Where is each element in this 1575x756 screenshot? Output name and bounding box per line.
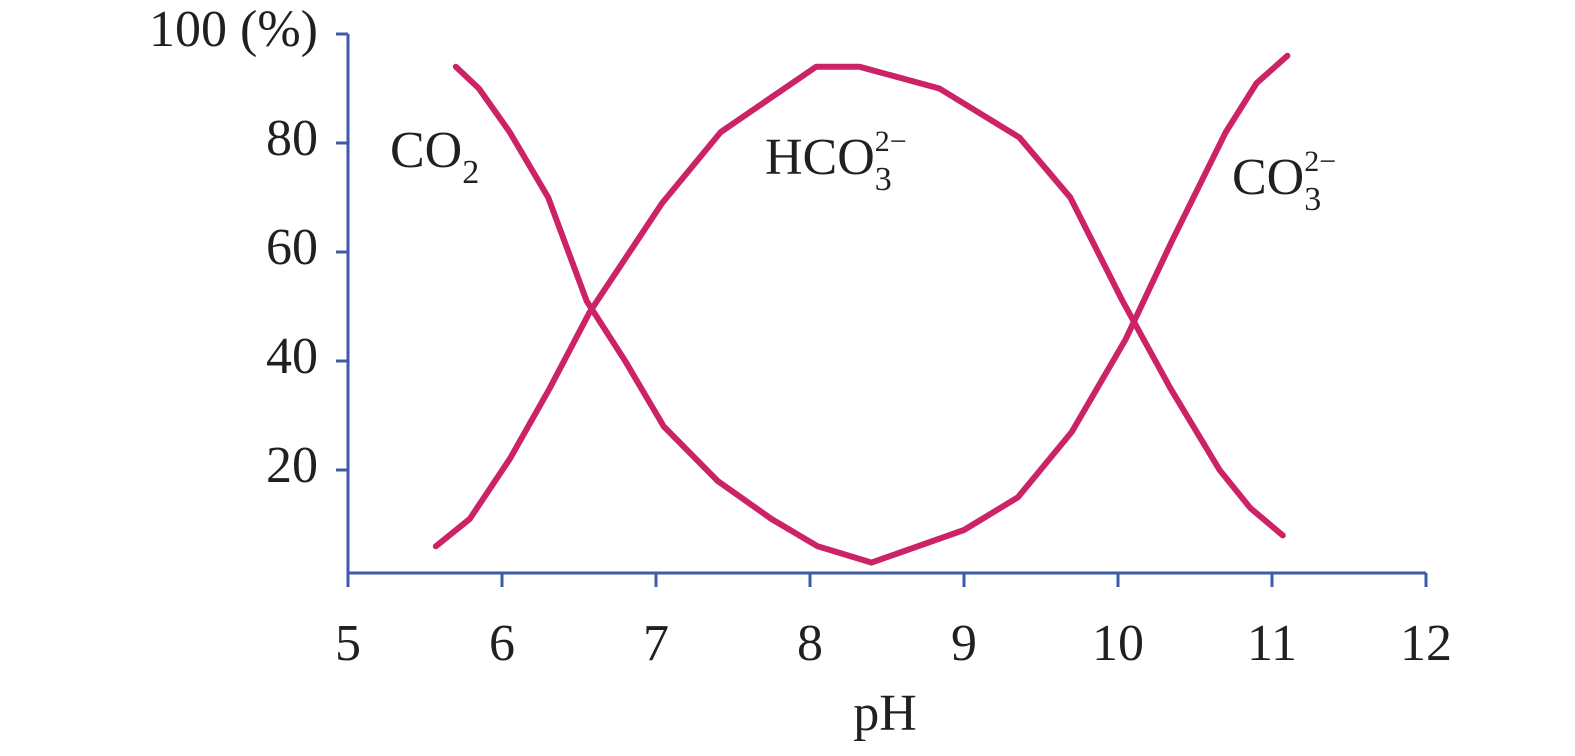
x-tick-label: 7 bbox=[643, 615, 669, 672]
curve bbox=[452, 52, 1291, 566]
species-subscript: 2 bbox=[462, 154, 479, 191]
x-tick-label: 5 bbox=[335, 615, 361, 672]
x-tick-label: 10 bbox=[1092, 615, 1144, 672]
x-tick-label: 11 bbox=[1247, 615, 1297, 672]
species-label: HCO32− bbox=[765, 125, 907, 198]
y-tick-label: 100 (%) bbox=[149, 1, 318, 58]
species-formula: CO bbox=[390, 122, 462, 179]
species-charge: 2− bbox=[1304, 145, 1336, 178]
x-tick-label: 6 bbox=[489, 615, 515, 672]
x-tick-label: 9 bbox=[951, 615, 977, 672]
species-subscript: 3 bbox=[875, 161, 892, 198]
species-formula: HCO bbox=[765, 129, 875, 186]
species-charge: 2− bbox=[875, 125, 907, 158]
x-tick-label: 12 bbox=[1400, 615, 1452, 672]
species-label: CO32− bbox=[1232, 145, 1336, 218]
species-subscript: 3 bbox=[1304, 181, 1321, 218]
curve bbox=[432, 63, 1286, 550]
y-tick-label: 80 bbox=[266, 110, 318, 167]
y-tick-label: 20 bbox=[266, 437, 318, 494]
x-axis-label: pH bbox=[853, 685, 917, 742]
y-tick-label: 60 bbox=[266, 219, 318, 276]
x-tick-label: 8 bbox=[797, 615, 823, 672]
species-formula: CO bbox=[1232, 149, 1304, 206]
species-label: CO2 bbox=[390, 122, 479, 191]
y-tick-label: 40 bbox=[266, 328, 318, 385]
